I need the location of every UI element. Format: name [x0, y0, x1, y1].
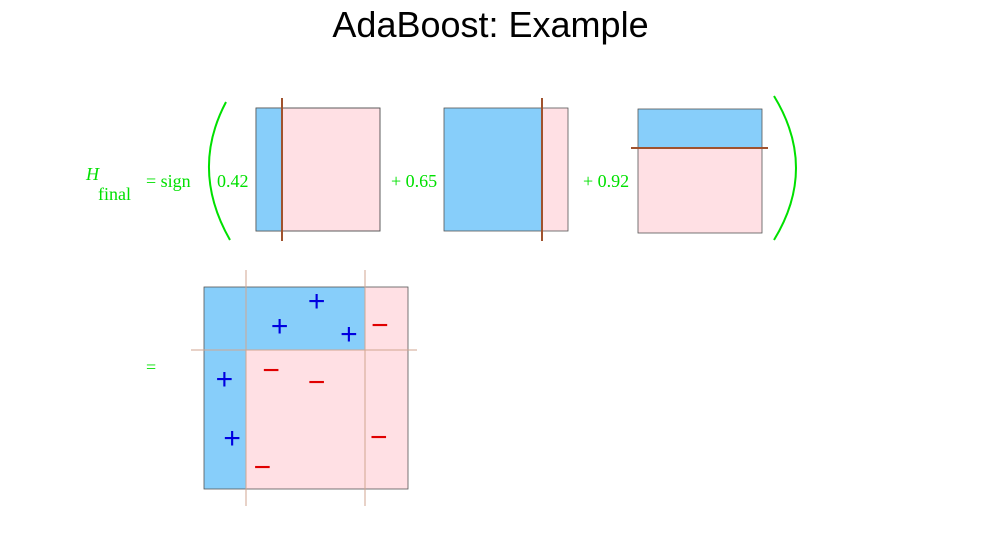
positive-point: + [308, 285, 326, 318]
weak-classifier-1 [256, 98, 380, 241]
positive-region [256, 108, 282, 231]
h-subscript: final [98, 184, 131, 204]
equals-sign-label: = sign [146, 171, 191, 191]
negative-point: − [370, 421, 388, 454]
weak-classifier-2 [444, 98, 568, 241]
positive-point: + [223, 422, 241, 455]
right-parenthesis [774, 96, 796, 240]
positive-point: + [271, 310, 289, 343]
negative-point: − [308, 366, 326, 399]
positive-region [638, 109, 762, 148]
result-equals-sign: = [146, 357, 156, 377]
positive-region [444, 108, 542, 231]
negative-point: − [262, 354, 280, 387]
negative-point: − [371, 309, 389, 342]
positive-point: + [216, 363, 234, 396]
coefficient-1: 0.42 [217, 171, 249, 191]
positive-point: + [340, 318, 358, 351]
coefficient-3: + 0.92 [583, 171, 629, 191]
weak-classifier-3 [631, 109, 768, 233]
h-symbol: H [85, 164, 100, 184]
negative-point: − [254, 451, 272, 484]
coefficient-2: + 0.65 [391, 171, 437, 191]
